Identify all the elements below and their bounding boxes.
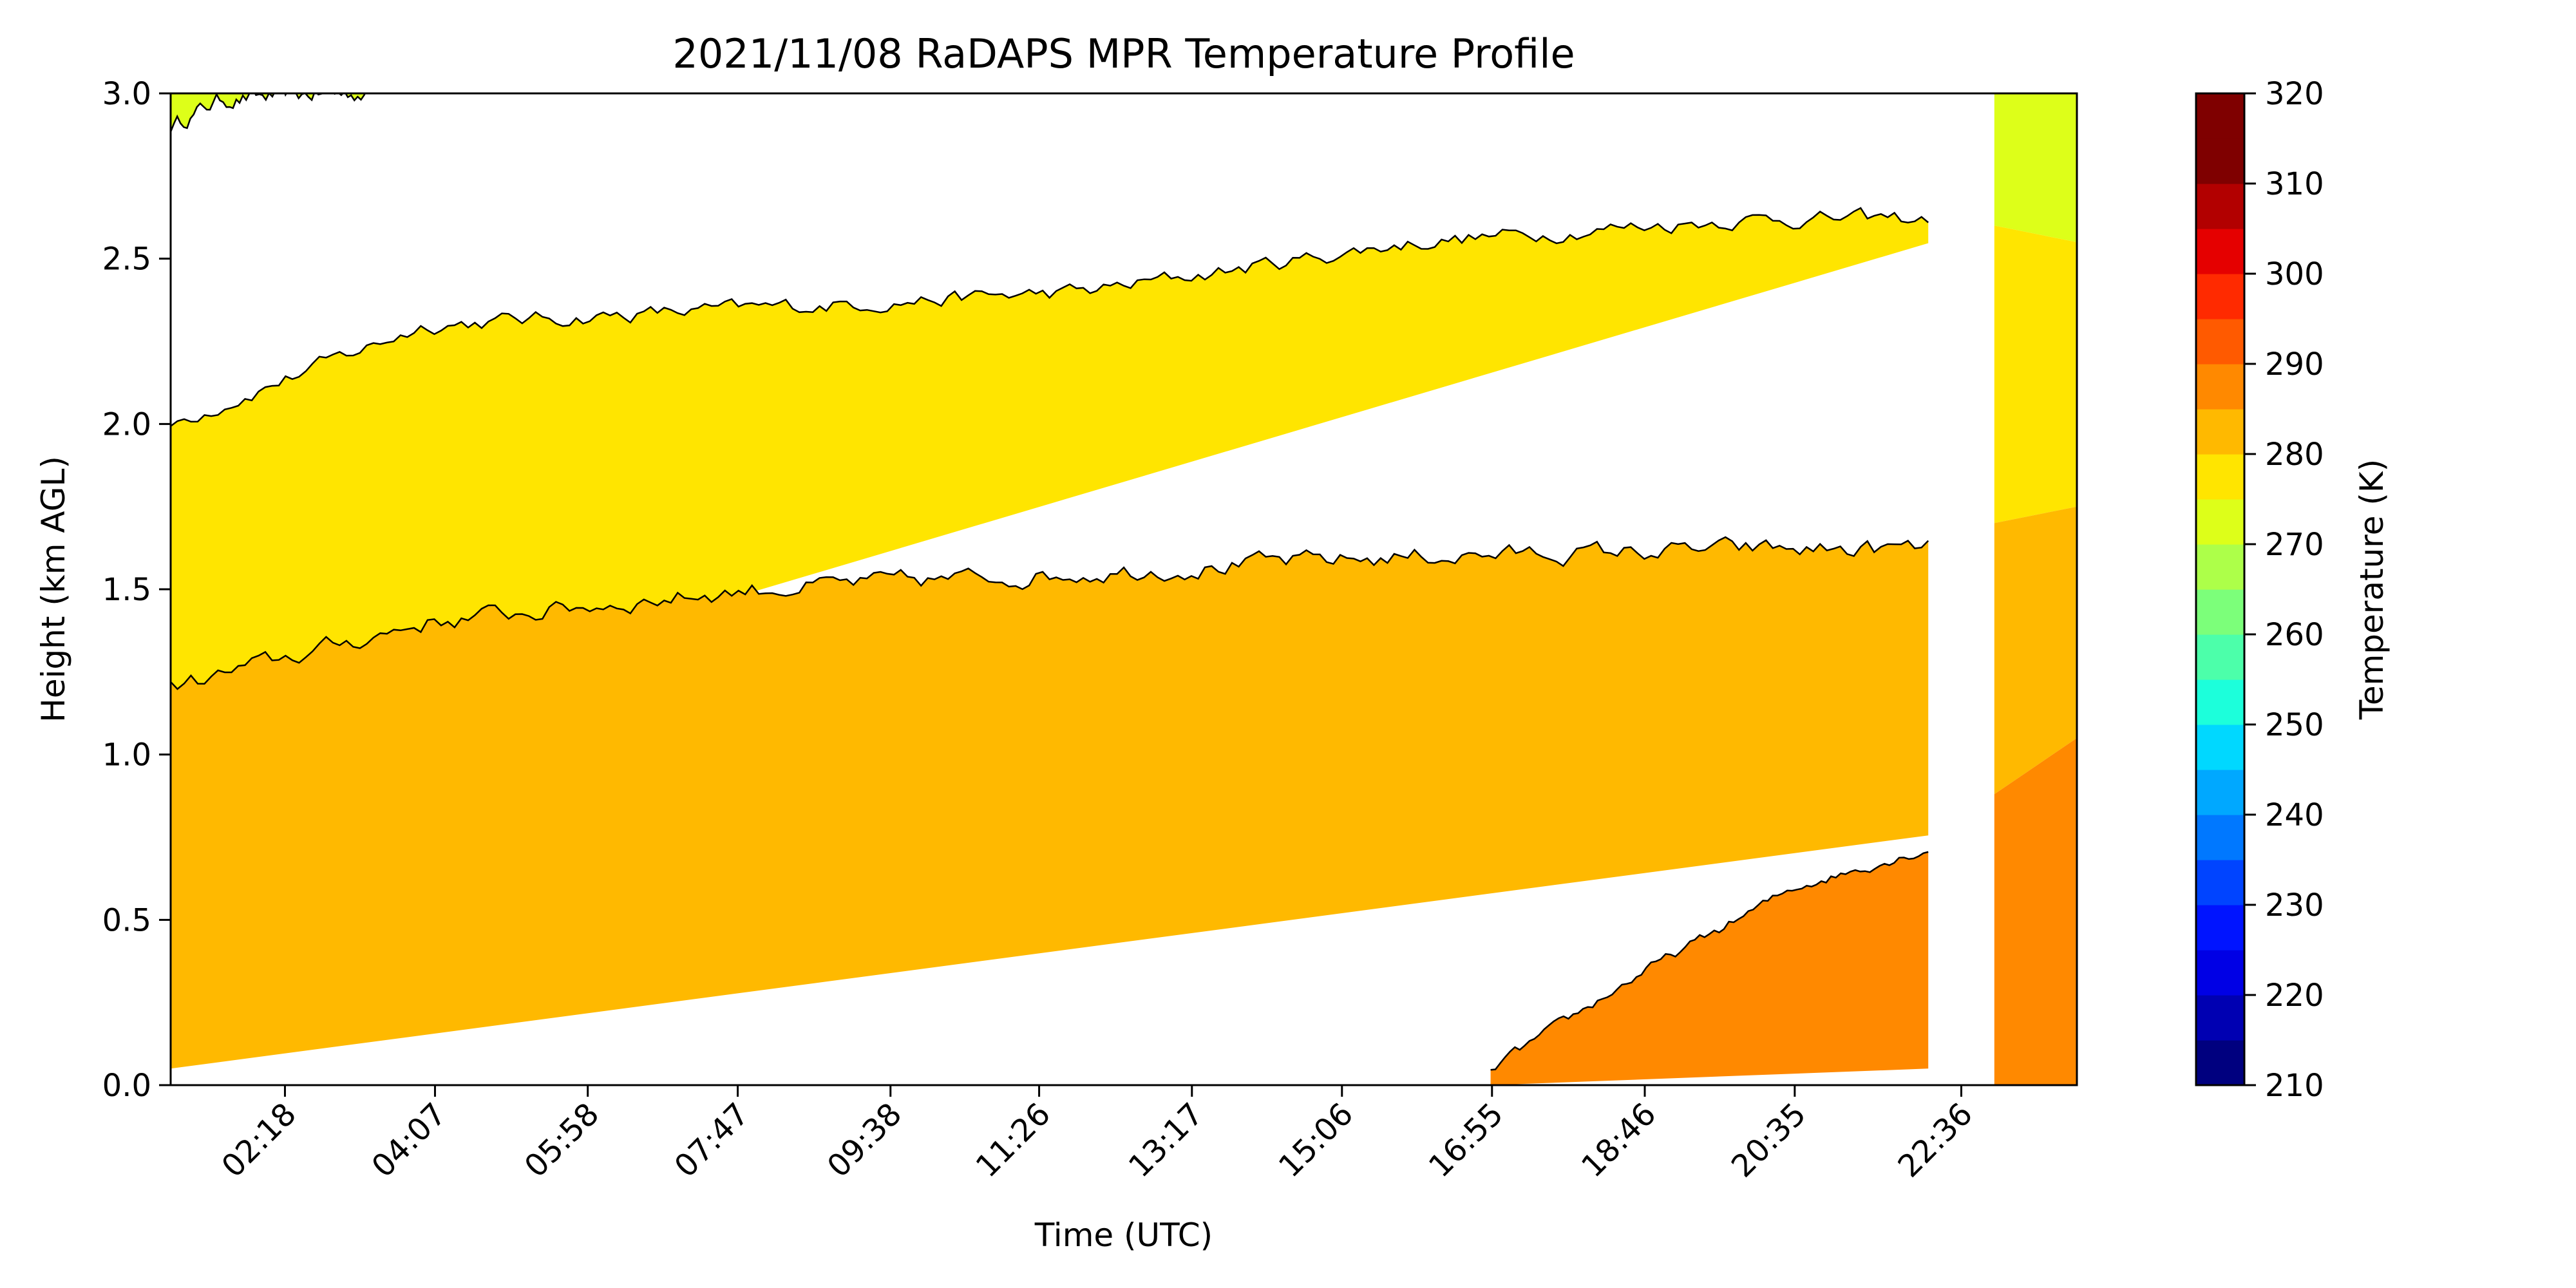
y-tick-label-3: 1.5: [102, 572, 151, 608]
colorbar-segment-2: [2196, 950, 2244, 996]
colorbar-segment-15: [2196, 364, 2244, 410]
band-285-290: [171, 537, 1929, 1069]
contour-line-285: [171, 536, 1929, 690]
colorbar-segment-7: [2196, 724, 2244, 770]
right-band-285-290: [1994, 506, 2077, 795]
colorbar-tick-label-6: 260: [2265, 617, 2324, 653]
right-band-280-285: [1994, 225, 2077, 524]
colorbar-segment-4: [2196, 860, 2244, 905]
x-tick-label-8: 16:55: [1422, 1096, 1510, 1184]
colorbar-segment-11: [2196, 544, 2244, 590]
x-tick-label-11: 22:36: [1891, 1096, 1980, 1184]
colorbar-segment-20: [2196, 138, 2244, 184]
x-tick-label-0: 02:18: [215, 1096, 303, 1184]
colorbar-segment-9: [2196, 634, 2244, 680]
colorbar-tick-label-3: 290: [2265, 346, 2324, 383]
y-tick-label-0: 0.0: [102, 1068, 151, 1104]
y-axis-label: Height (km AGL): [35, 456, 72, 723]
x-tick-label-9: 18:46: [1575, 1096, 1663, 1184]
contour-line-280: [171, 207, 1929, 427]
colorbar-tick-label-7: 250: [2265, 707, 2324, 743]
y-tick-label-5: 2.5: [102, 242, 151, 278]
colorbar-segment-12: [2196, 499, 2244, 545]
colorbar-tick-label-4: 280: [2265, 437, 2324, 473]
colorbar-segment-13: [2196, 454, 2244, 500]
x-tick-label-4: 09:38: [820, 1096, 909, 1184]
y-tick-label-1: 0.5: [102, 902, 151, 938]
colorbar-segment-3: [2196, 905, 2244, 951]
colorbar-segment-6: [2196, 770, 2244, 815]
colorbar-tick-label-10: 220: [2265, 978, 2324, 1014]
colorbar-tick-label-5: 270: [2265, 527, 2324, 563]
x-axis: 02:18 04:07 05:58 07:47 09:38 11:26 13:17 15:06…: [215, 1085, 1980, 1184]
right-band-290-295: [1994, 738, 2077, 1085]
colorbar-tick-label-8: 240: [2265, 797, 2324, 833]
colorbar-tick-label-9: 230: [2265, 887, 2324, 923]
y-tick-label-2: 1.0: [102, 737, 151, 773]
x-tick-label-3: 07:47: [668, 1096, 756, 1184]
colorbar-tick-label-1: 310: [2265, 166, 2324, 202]
x-axis-label: Time (UTC): [1034, 1217, 1213, 1254]
x-tick-label-1: 04:07: [365, 1096, 453, 1184]
colorbar-segment-17: [2196, 274, 2244, 319]
y-axis: 0.0 0.5 1.0 1.5 2.0 2.5 3.0: [102, 76, 171, 1104]
x-tick-label-2: 05:58: [518, 1096, 606, 1184]
colorbar-segment-19: [2196, 184, 2244, 229]
colorbar-segment-16: [2196, 319, 2244, 365]
band-275-280: [171, 93, 368, 132]
x-tick-label-6: 13:17: [1122, 1096, 1210, 1184]
colorbar-segment-18: [2196, 229, 2244, 274]
colorbar-segment-5: [2196, 815, 2244, 860]
colorbar-segment-14: [2196, 409, 2244, 455]
colorbar-label: Temperature (K): [2353, 459, 2391, 720]
band-290-295: [1490, 851, 1929, 1085]
colorbar-segment-10: [2196, 589, 2244, 635]
right-band-275-280: [1994, 93, 2077, 242]
colorbar-segment-1: [2196, 995, 2244, 1041]
colorbar-segment-0: [2196, 1040, 2244, 1086]
y-tick-label-4: 2.0: [102, 406, 151, 442]
colorbar-tick-label-2: 300: [2265, 256, 2324, 292]
contour-line-290: [1490, 851, 1929, 1071]
colorbar-tick-label-11: 210: [2265, 1068, 2324, 1104]
contour-bands: [171, 93, 2077, 1085]
colorbar-segment-21: [2196, 93, 2244, 139]
colorbar: 320 310 300 290 280 270 260 250 240 230 220 210: [2195, 76, 2324, 1104]
plot-area: [171, 93, 2077, 1085]
x-tick-label-5: 11:26: [969, 1096, 1057, 1184]
colorbar-segment-8: [2196, 679, 2244, 725]
y-tick-label-6: 3.0: [102, 76, 151, 112]
x-tick-label-10: 20:35: [1725, 1096, 1813, 1184]
colorbar-frame: [2195, 92, 2246, 1086]
chart-title: 2021/11/08 RaDAPS MPR Temperature Profil…: [672, 30, 1575, 77]
x-tick-label-7: 15:06: [1272, 1096, 1360, 1184]
colorbar-tick-label-0: 320: [2265, 76, 2324, 112]
